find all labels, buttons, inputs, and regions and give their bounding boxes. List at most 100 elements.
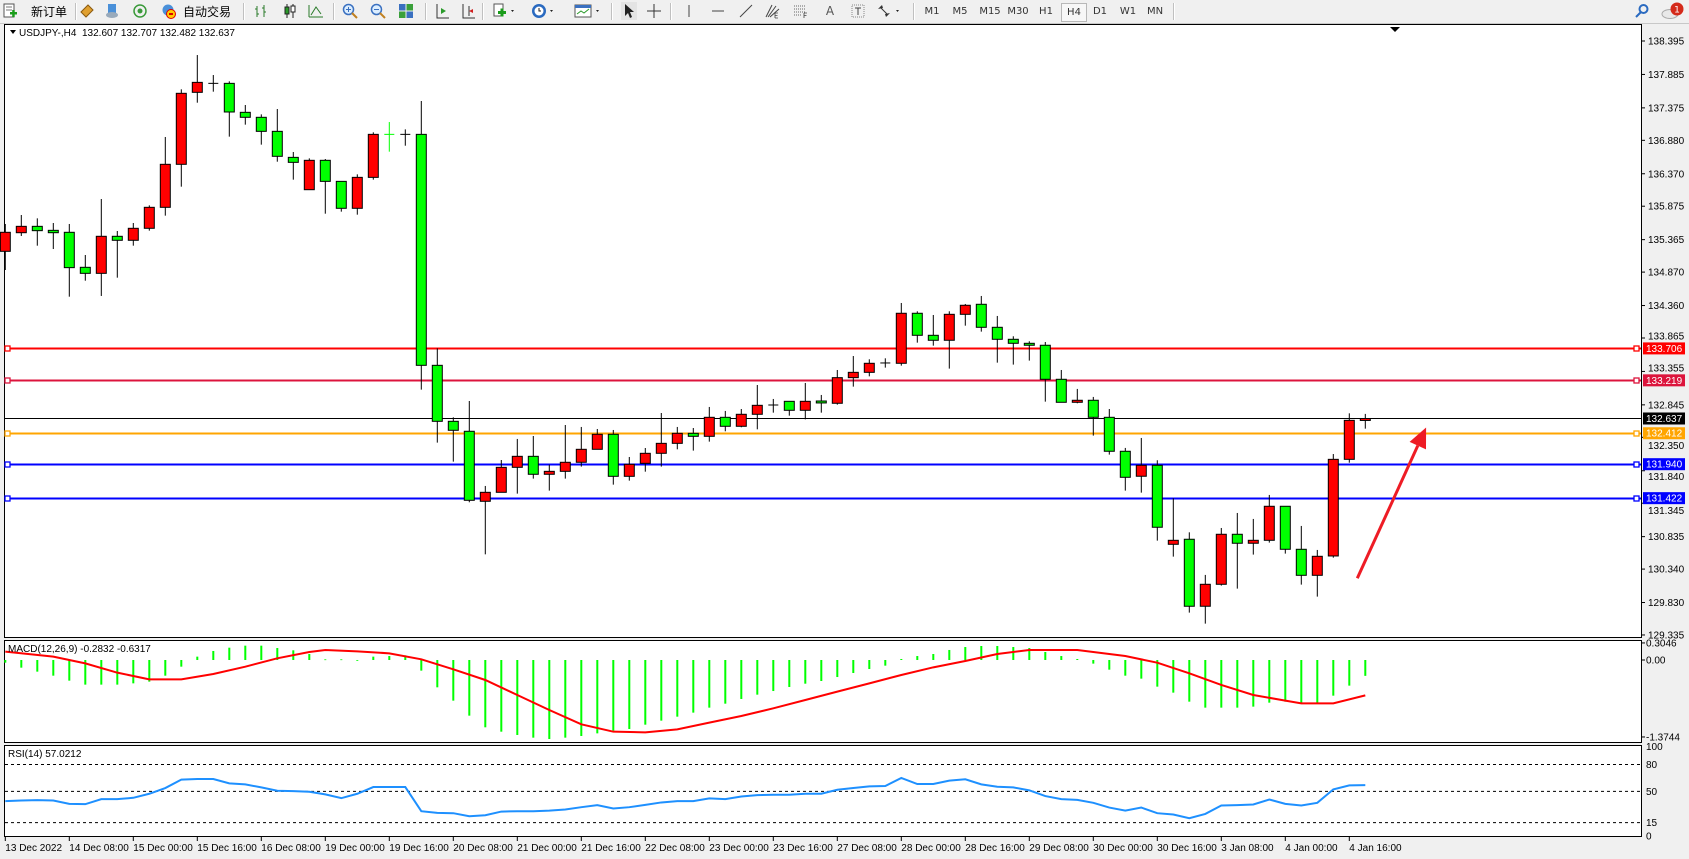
candle	[1103, 408, 1115, 455]
macd-panel[interactable]	[4, 640, 1642, 743]
autoscroll-icon[interactable]	[434, 2, 450, 20]
macd-histogram-bar	[36, 660, 39, 672]
level-price-tag	[1643, 427, 1685, 440]
auto-trading-button[interactable]: 自动交易	[182, 4, 231, 19]
price-tick-label: 136.370	[1648, 169, 1685, 180]
candle-body	[703, 416, 715, 437]
macd-histogram-bar	[836, 660, 839, 678]
chart-shift-icon[interactable]	[460, 2, 476, 20]
new-chart-icon[interactable]	[493, 2, 517, 20]
price-tick-label: 132.845	[1648, 400, 1685, 411]
level-handle-left	[4, 345, 11, 352]
time-tick-label: 27 Dec 08:00	[837, 843, 897, 854]
timeframe-mn[interactable]: MN	[1146, 6, 1164, 17]
text-icon[interactable]: A	[825, 4, 835, 18]
signals-icon[interactable]	[132, 2, 148, 20]
macd-histogram-bar	[276, 648, 279, 660]
macd-histogram-bar	[628, 660, 631, 729]
candle-body	[159, 163, 171, 208]
candle-body	[1279, 505, 1291, 550]
trendline-icon[interactable]	[738, 2, 754, 20]
tile-windows-icon[interactable]	[398, 2, 414, 20]
time-tick-label: 13 Dec 2022	[5, 843, 62, 854]
candle	[367, 132, 379, 180]
cursor-icon[interactable]	[621, 2, 637, 20]
navigator-icon[interactable]	[104, 2, 120, 20]
candle	[735, 408, 747, 428]
candle-body	[1215, 533, 1227, 585]
candle-body	[687, 432, 699, 437]
candle-body	[607, 433, 619, 477]
timeframe-m30[interactable]: M30	[1007, 6, 1029, 17]
timeframe-h4[interactable]: H4	[1061, 3, 1087, 22]
candle	[1231, 512, 1243, 589]
timeframe-w1[interactable]: W1	[1119, 6, 1137, 17]
auto-trading-icon[interactable]	[160, 2, 178, 20]
periods-icon[interactable]	[531, 2, 557, 20]
time-tick-label: 20 Dec 08:00	[453, 843, 513, 854]
candle	[271, 108, 283, 162]
price-tick-label: 134.360	[1648, 301, 1685, 312]
zoom-out-icon[interactable]	[370, 2, 386, 20]
candle-body	[111, 235, 123, 241]
bar-chart-icon[interactable]	[253, 2, 269, 20]
candle	[751, 384, 763, 430]
candle	[63, 223, 75, 297]
price-tick-label: 135.365	[1648, 235, 1685, 246]
candle-body	[223, 82, 235, 113]
notifications-icon[interactable]: 1	[1660, 2, 1686, 20]
chart-shift-marker[interactable]	[1390, 27, 1400, 32]
indicators-icon[interactable]	[574, 2, 602, 20]
fibo-retracement-icon[interactable]	[793, 2, 809, 20]
vertical-line-icon[interactable]	[681, 2, 697, 20]
candle-body	[591, 433, 603, 450]
timeframe-m15[interactable]: M15	[979, 6, 1001, 17]
candlestick-icon[interactable]	[282, 2, 298, 20]
search-icon[interactable]	[1634, 2, 1650, 20]
level-handle-right	[1633, 377, 1640, 384]
candle	[815, 394, 827, 413]
macd-histogram-bar	[20, 660, 23, 668]
line-chart-icon[interactable]	[308, 2, 324, 20]
macd-histogram-bar	[1316, 660, 1319, 703]
crosshair-icon[interactable]	[646, 2, 662, 20]
candle	[495, 459, 507, 493]
market-watch-icon[interactable]	[79, 2, 95, 20]
macd-histogram-bar	[1012, 647, 1015, 660]
macd-histogram-bar	[1284, 660, 1287, 702]
text-label-icon[interactable]	[850, 2, 866, 20]
fibo-fan-icon[interactable]	[764, 2, 780, 20]
candle-body	[479, 491, 491, 502]
new-order-button[interactable]: 新订单	[30, 4, 67, 19]
macd-histogram-bar	[420, 660, 423, 671]
timeframe-m5[interactable]: M5	[952, 6, 968, 17]
candle-body	[671, 432, 683, 444]
horizontal-line-icon[interactable]	[710, 2, 726, 20]
timeframe-m1[interactable]: M1	[924, 6, 940, 17]
candle	[527, 435, 539, 479]
arrows-icon[interactable]	[876, 2, 904, 20]
candle	[415, 100, 427, 390]
macd-histogram-bar	[132, 660, 135, 684]
new-order-icon[interactable]	[3, 2, 17, 20]
time-tick-label: 30 Dec 00:00	[1093, 843, 1153, 854]
candle	[15, 214, 27, 236]
candle-body	[1359, 417, 1371, 421]
macd-histogram-bar	[1252, 660, 1255, 707]
macd-histogram-bar	[852, 660, 855, 673]
timeframe-h1[interactable]: H1	[1039, 6, 1053, 17]
macd-histogram-bar	[148, 660, 151, 682]
macd-histogram-bar	[548, 660, 551, 740]
candle	[1007, 336, 1019, 365]
macd-histogram-bar	[4, 660, 7, 663]
candle-body	[95, 235, 107, 274]
zoom-in-icon[interactable]	[342, 2, 358, 20]
timeframe-d1[interactable]: D1	[1092, 6, 1108, 17]
candle	[687, 428, 699, 451]
collapse-arrow-icon[interactable]	[10, 30, 16, 34]
candle	[655, 412, 667, 467]
candle	[0, 223, 11, 271]
candle	[1135, 437, 1147, 493]
candle-body	[1023, 342, 1035, 346]
